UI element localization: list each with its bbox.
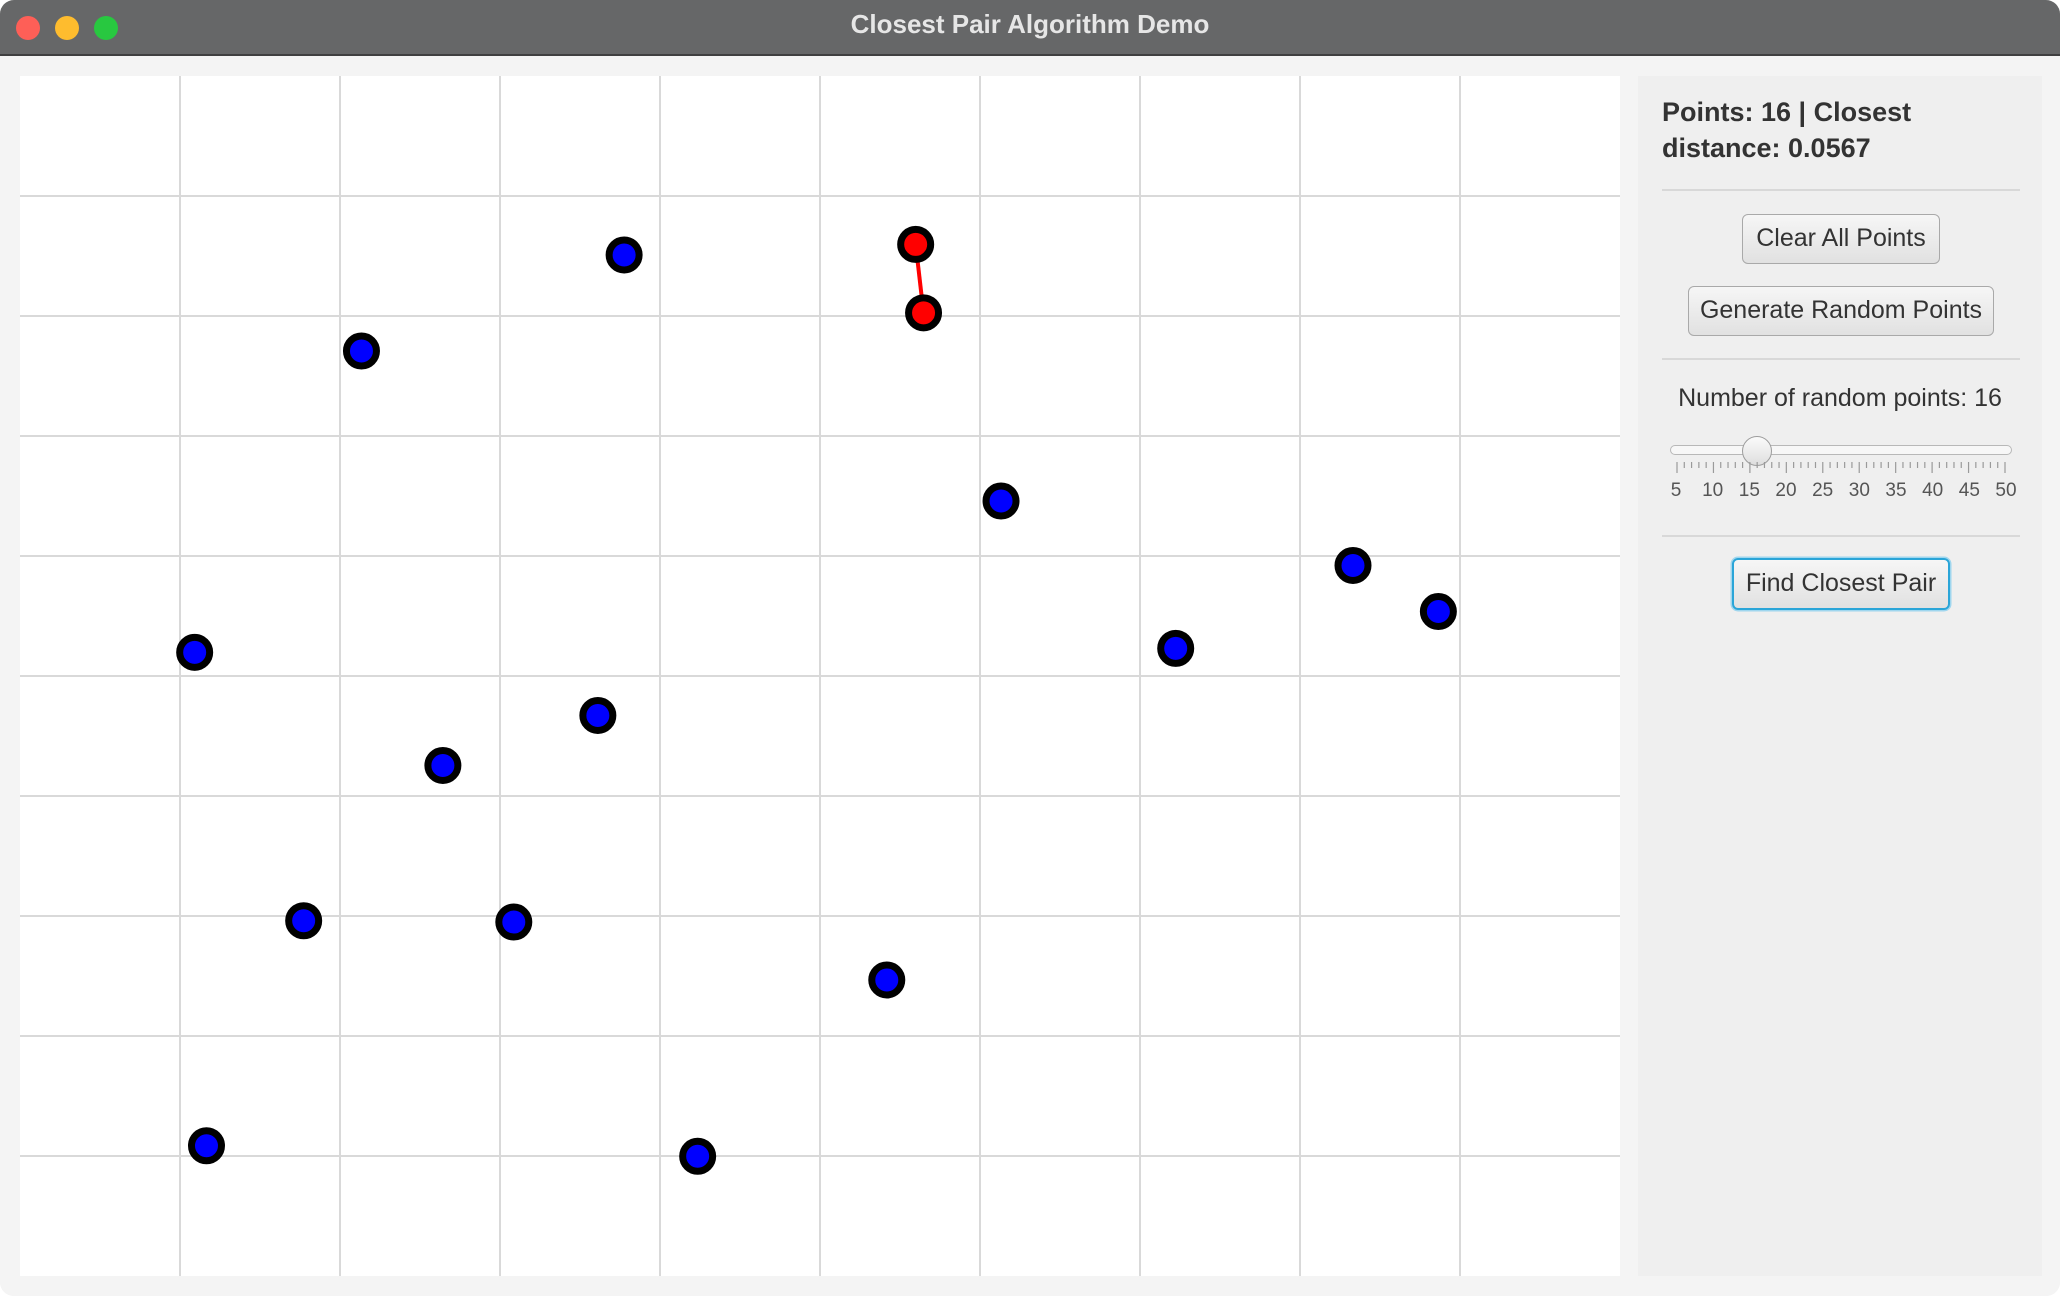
canvas-grid	[20, 76, 1620, 1276]
points-layer	[176, 225, 1457, 1175]
point-count-slider-track[interactable]	[1670, 445, 2012, 455]
slider-tick-label: 25	[1812, 480, 1834, 501]
closest-pair-point[interactable]	[897, 225, 935, 263]
window-content: Points: 16 | Closest distance: 0.0567 Cl…	[0, 56, 2060, 1296]
slider-ticks	[1676, 462, 2006, 473]
point-count-slider-thumb[interactable]	[1741, 436, 1772, 466]
point[interactable]	[679, 1137, 717, 1175]
point[interactable]	[579, 696, 617, 734]
slider-tick-label: 10	[1702, 480, 1724, 501]
point[interactable]	[495, 903, 533, 941]
divider	[1662, 358, 2020, 360]
close-window-button[interactable]	[16, 16, 40, 40]
points-canvas-svg[interactable]	[20, 76, 1620, 1276]
window-title: Closest Pair Algorithm Demo	[850, 9, 1210, 39]
divider	[1662, 535, 2020, 537]
slider-tick-label: 15	[1738, 480, 1760, 501]
maximize-window-button[interactable]	[94, 16, 118, 40]
divider	[1662, 189, 2020, 191]
point[interactable]	[868, 961, 906, 999]
title-bar: Closest Pair Algorithm Demo	[0, 0, 2060, 56]
slider-label: Number of random points: 16	[1678, 384, 2002, 412]
slider-tick-label: 35	[1885, 480, 1907, 501]
slider-tick-label: 5	[1670, 480, 1682, 501]
point[interactable]	[285, 902, 323, 940]
generate-random-points-button[interactable]: Generate Random Points	[1688, 286, 1994, 336]
points-canvas[interactable]	[20, 76, 1620, 1276]
point[interactable]	[342, 332, 380, 370]
point[interactable]	[982, 482, 1020, 520]
closest-pair-point[interactable]	[905, 294, 943, 332]
slider-tick-label: 40	[1922, 480, 1944, 501]
point[interactable]	[1419, 593, 1457, 631]
slider-tick-label: 45	[1958, 480, 1980, 501]
find-closest-pair-button[interactable]: Find Closest Pair	[1732, 558, 1950, 610]
slider-tick-label: 20	[1775, 480, 1797, 501]
minimize-window-button[interactable]	[55, 16, 79, 40]
point[interactable]	[424, 746, 462, 784]
slider-tick-label: 30	[1848, 480, 1870, 501]
point[interactable]	[1334, 546, 1372, 584]
point[interactable]	[176, 633, 214, 671]
point[interactable]	[1157, 629, 1195, 667]
clear-all-points-button[interactable]: Clear All Points	[1742, 214, 1940, 264]
slider-tick-label: 50	[1995, 480, 2017, 501]
status-label: Points: 16 | Closest distance: 0.0567	[1662, 97, 1912, 163]
control-panel: Points: 16 | Closest distance: 0.0567 Cl…	[1638, 76, 2042, 1276]
point[interactable]	[605, 236, 643, 274]
point[interactable]	[187, 1127, 225, 1165]
